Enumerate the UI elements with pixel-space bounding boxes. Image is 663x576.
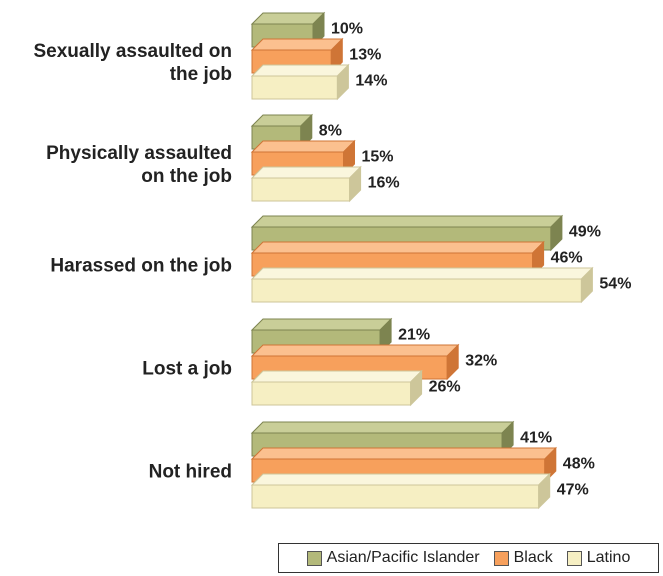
legend-label: Black: [513, 549, 553, 566]
legend-label: Latino: [586, 549, 631, 566]
value-label: 47%: [557, 482, 589, 499]
legend-swatch: [306, 550, 322, 566]
value-label: 49%: [569, 224, 601, 241]
category-labels: Sexually assaulted on the job Physically a…: [33, 41, 232, 483]
legend-item: Latino: [566, 549, 631, 567]
value-label: 46%: [551, 250, 583, 267]
value-label: 14%: [355, 73, 387, 90]
legend-swatch: [493, 550, 509, 566]
legend-item: Black: [493, 549, 553, 567]
value-label: 41%: [520, 430, 552, 447]
value-label: 8%: [319, 123, 342, 140]
category-label: Lost a job: [142, 359, 232, 380]
category-label: Harassed on the job: [50, 256, 232, 277]
value-label: 10%: [331, 21, 363, 38]
value-label: 21%: [398, 327, 430, 344]
category-label: Sexually assaulted on the job: [33, 41, 232, 85]
category-label: Physically assaulted on the job: [46, 143, 232, 187]
value-label: 48%: [563, 456, 595, 473]
legend-label: Asian/Pacific Islander: [326, 549, 480, 566]
value-label: 16%: [368, 175, 400, 192]
bars: [250, 11, 594, 510]
legend-item: Asian/Pacific Islander: [306, 549, 480, 567]
legend: Asian/Pacific Islander Black Latino: [278, 543, 659, 573]
bar-chart: Sexually assaulted on the job Physically a…: [33, 11, 632, 510]
value-label: 13%: [349, 47, 381, 64]
bar: [250, 63, 350, 101]
category-label: Not hired: [149, 462, 232, 483]
bar: [250, 266, 594, 304]
value-labels: 10% 13% 14% 8% 15% 16% 49% 46% 54% 21% 32%26% 41% 48…: [319, 21, 632, 499]
value-label: 32%: [465, 353, 497, 370]
value-label: 26%: [429, 379, 461, 396]
bar: [250, 472, 551, 510]
value-label: 54%: [599, 276, 631, 293]
value-label: 15%: [362, 149, 394, 166]
bar: [250, 165, 362, 203]
legend-swatch: [566, 550, 582, 566]
bar: [250, 369, 423, 407]
